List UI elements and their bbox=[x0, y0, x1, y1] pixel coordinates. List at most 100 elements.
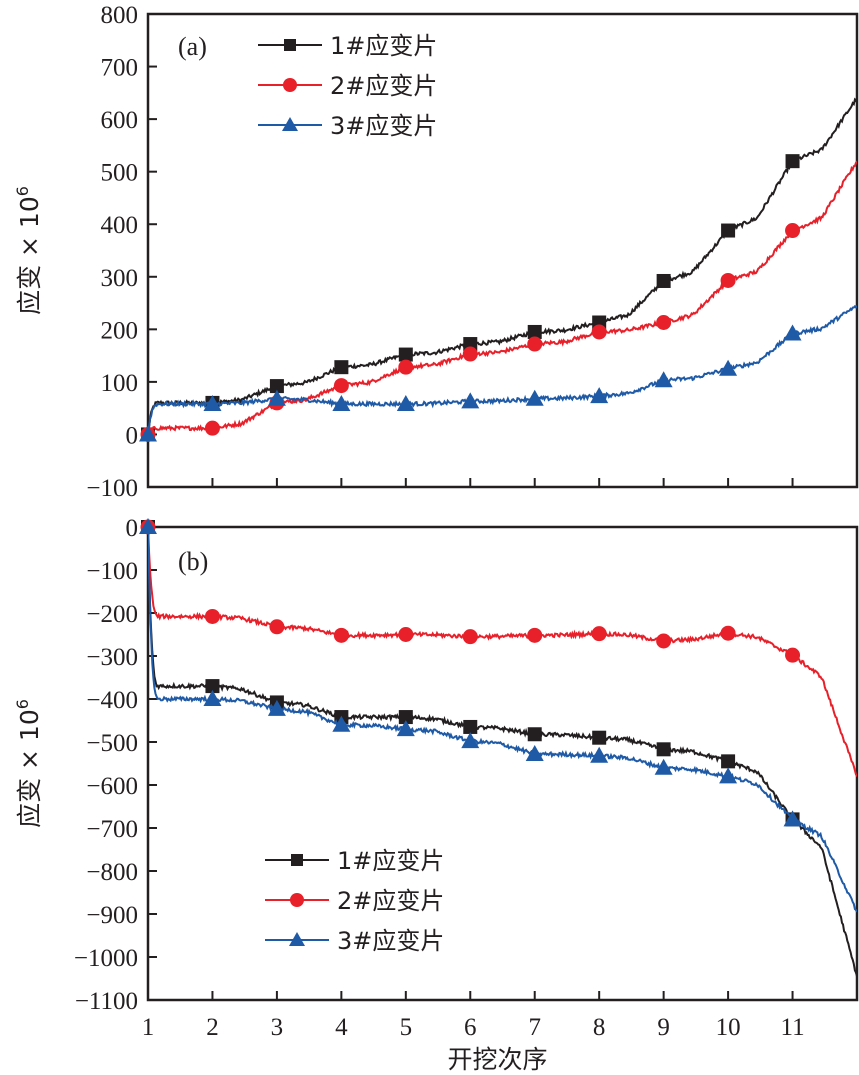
y-tick-label: 0 bbox=[126, 515, 139, 542]
panel-label: (a) bbox=[178, 32, 207, 61]
y-tick-label: −900 bbox=[86, 902, 138, 929]
y-tick-label: −1100 bbox=[75, 988, 138, 1015]
y-tick-label: 700 bbox=[101, 55, 139, 82]
panel-label: (b) bbox=[178, 547, 208, 576]
series-line-1 bbox=[148, 527, 857, 977]
x-tick-label: 4 bbox=[335, 1014, 348, 1041]
marker-circle bbox=[527, 627, 543, 643]
x-axis-title: 开挖次序 bbox=[447, 1045, 547, 1074]
marker-circle bbox=[785, 223, 801, 239]
marker-square bbox=[463, 719, 478, 734]
marker-triangle bbox=[267, 699, 286, 716]
series-line-3 bbox=[148, 304, 857, 435]
x-tick-label: 2 bbox=[206, 1014, 219, 1041]
x-tick-label: 6 bbox=[464, 1014, 477, 1041]
y-tick-label: −100 bbox=[86, 558, 138, 585]
legend-marker-square bbox=[284, 39, 296, 51]
x-tick-label: 11 bbox=[781, 1014, 805, 1041]
y-tick-label: 300 bbox=[101, 265, 139, 292]
y-tick-label: −200 bbox=[86, 601, 138, 628]
marker-circle bbox=[720, 272, 736, 288]
y-tick-label: 600 bbox=[101, 107, 139, 134]
y-tick-label: 0 bbox=[126, 422, 139, 449]
y-tick-label: −800 bbox=[86, 859, 138, 886]
marker-triangle bbox=[654, 371, 673, 388]
marker-square bbox=[398, 710, 413, 725]
marker-triangle bbox=[719, 767, 738, 784]
legend-marker-circle bbox=[283, 78, 297, 92]
marker-triangle bbox=[203, 690, 222, 706]
marker-circle bbox=[269, 619, 285, 635]
marker-circle bbox=[462, 629, 478, 645]
x-tick-label: 8 bbox=[593, 1014, 606, 1041]
marker-square bbox=[398, 347, 413, 362]
marker-circle bbox=[656, 315, 672, 331]
marker-square bbox=[334, 360, 349, 375]
marker-triangle bbox=[461, 392, 480, 409]
legend-label: 3#应变片 bbox=[330, 112, 437, 140]
marker-triangle bbox=[525, 389, 544, 406]
marker-triangle bbox=[783, 810, 802, 827]
series-line-2 bbox=[148, 160, 857, 434]
marker-triangle bbox=[396, 720, 415, 737]
y-tick-label: −100 bbox=[86, 475, 138, 502]
marker-circle bbox=[398, 359, 414, 375]
marker-triangle bbox=[719, 359, 738, 376]
y-tick-label: 800 bbox=[101, 2, 139, 29]
marker-square bbox=[721, 754, 736, 769]
marker-triangle bbox=[590, 746, 609, 763]
x-tick-label: 5 bbox=[400, 1014, 413, 1041]
x-tick-label: 9 bbox=[657, 1014, 670, 1041]
y-tick-label: −600 bbox=[86, 773, 138, 800]
marker-triangle bbox=[139, 518, 157, 534]
legend-marker-triangle bbox=[282, 117, 298, 131]
marker-circle bbox=[785, 647, 801, 663]
legend-marker-square bbox=[291, 854, 303, 866]
marker-circle bbox=[656, 633, 672, 649]
marker-square bbox=[785, 154, 800, 169]
series-line-2 bbox=[148, 527, 857, 777]
y-tick-label: 200 bbox=[101, 317, 139, 344]
marker-triangle bbox=[203, 394, 222, 411]
legend: 1#应变片 2#应变片 3#应变片 bbox=[258, 32, 437, 140]
marker-square bbox=[592, 730, 607, 745]
marker-triangle bbox=[396, 394, 415, 411]
marker-triangle bbox=[590, 387, 609, 404]
marker-circle bbox=[333, 627, 349, 643]
legend-label: 2#应变片 bbox=[330, 72, 437, 100]
marker-square bbox=[527, 324, 542, 339]
marker-triangle bbox=[267, 389, 286, 406]
marker-circle bbox=[204, 608, 220, 624]
marker-square bbox=[527, 727, 542, 742]
y-axis-title: 应变 × 106 bbox=[13, 699, 44, 828]
marker-triangle bbox=[461, 732, 480, 749]
marker-circle bbox=[527, 336, 543, 352]
marker-circle bbox=[398, 627, 414, 642]
y-tick-label: 100 bbox=[101, 370, 139, 397]
y-tick-label: −300 bbox=[86, 644, 138, 671]
legend-label: 3#应变片 bbox=[337, 927, 444, 955]
marker-triangle bbox=[654, 758, 673, 775]
marker-square bbox=[269, 379, 284, 394]
legend-marker-triangle bbox=[289, 932, 305, 946]
legend-label: 1#应变片 bbox=[330, 32, 437, 60]
y-tick-label: 500 bbox=[101, 160, 139, 187]
legend: 1#应变片 2#应变片 3#应变片 bbox=[265, 847, 444, 955]
plot-frame bbox=[146, 12, 859, 489]
y-axis-title: 应变 × 106 bbox=[13, 186, 44, 315]
legend-label: 2#应变片 bbox=[337, 887, 444, 915]
marker-circle bbox=[333, 378, 349, 394]
marker-circle bbox=[204, 420, 220, 436]
marker-triangle bbox=[525, 745, 544, 762]
marker-square bbox=[656, 273, 671, 288]
marker-circle bbox=[591, 324, 607, 340]
marker-square bbox=[656, 742, 671, 757]
marker-triangle bbox=[332, 715, 351, 732]
panel-b: −1100−1000−900−800−700−600−500−400−300−2… bbox=[13, 515, 859, 1074]
marker-circle bbox=[720, 625, 736, 641]
panel-a: −100 0 100 200 300 400 500 600 700 800 应变 × 106 (a)… bbox=[13, 2, 859, 502]
x-tick-label: 1 bbox=[142, 1014, 155, 1041]
legend-marker-circle bbox=[290, 893, 304, 907]
x-tick-label: 3 bbox=[271, 1014, 284, 1041]
marker-triangle bbox=[139, 425, 157, 442]
